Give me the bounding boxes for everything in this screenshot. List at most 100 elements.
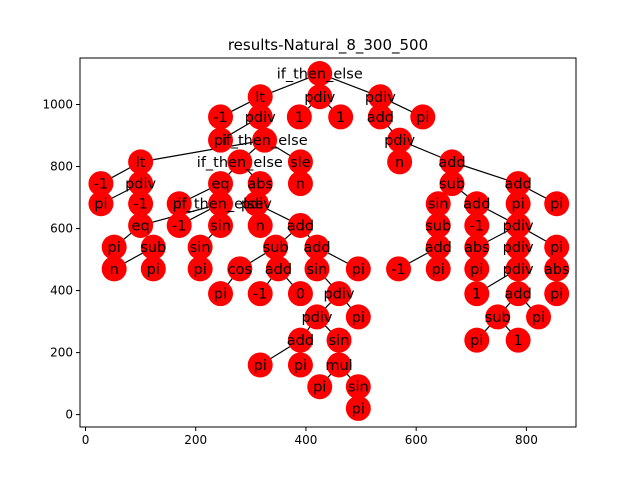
node-label-51: n: [110, 262, 119, 278]
node-65: [287, 281, 313, 307]
node-69: [544, 281, 570, 307]
node-32: [505, 191, 531, 217]
node-30: [425, 191, 451, 217]
node-67: [464, 281, 490, 307]
node-label-55: add: [265, 262, 292, 278]
node-label-64: -1: [253, 287, 267, 303]
node-layer: [88, 61, 570, 421]
node-label-70: pdiv: [301, 310, 332, 326]
x-tick-label-0: 0: [82, 433, 90, 447]
node-37: [247, 212, 273, 238]
node-75: [326, 327, 352, 353]
node-11: [252, 127, 278, 153]
node-25: [88, 191, 114, 217]
node-64: [247, 281, 273, 307]
node-label-53: pi: [194, 262, 207, 278]
node-72: [485, 304, 511, 330]
node-14: [227, 149, 253, 175]
y-tick-label-200: 200: [50, 346, 73, 360]
node-label-45: sub: [263, 240, 289, 256]
node-label-29: pdiv: [241, 197, 272, 213]
node-66: [326, 281, 352, 307]
node-41: [505, 212, 531, 238]
node-label-1: lt: [255, 90, 265, 106]
node-79: [287, 352, 313, 378]
x-tick-label-400: 400: [295, 433, 318, 447]
node-47: [425, 234, 451, 260]
y-tick-label-400: 400: [50, 284, 73, 298]
node-15: [287, 149, 313, 175]
node-label-56: sin: [307, 262, 328, 278]
node-label-71: pi: [352, 310, 365, 326]
node-label-65: 0: [296, 287, 305, 303]
node-22: [287, 171, 313, 197]
x-tick-label-200: 200: [184, 433, 207, 447]
node-label-47: add: [425, 240, 452, 256]
node-label-54: cos: [228, 262, 252, 278]
node-62: [544, 256, 570, 282]
node-label-7: 1: [336, 110, 345, 126]
node-label-35: -1: [172, 218, 186, 234]
node-19: [128, 171, 154, 197]
node-label-77: 1: [514, 333, 523, 349]
node-label-46: add: [303, 240, 330, 256]
node-10: [208, 127, 234, 153]
node-label-42: pi: [108, 240, 121, 256]
node-8: [367, 104, 393, 130]
node-70: [304, 304, 330, 330]
node-1: [247, 84, 273, 110]
node-51: [101, 256, 127, 282]
node-44: [187, 234, 213, 260]
node-73: [526, 304, 552, 330]
node-61: [505, 256, 531, 282]
node-17: [439, 149, 465, 175]
node-label-27: pi: [173, 197, 186, 213]
node-label-17: add: [438, 155, 465, 171]
node-43: [140, 234, 166, 260]
node-label-3: pdiv: [365, 90, 396, 106]
node-label-43: sub: [140, 240, 166, 256]
node-label-9: pi: [416, 110, 429, 126]
edge-11-13: [140, 139, 265, 163]
node-label-25: pi: [94, 197, 107, 213]
node-label-50: pi: [550, 240, 563, 256]
node-label-68: add: [504, 287, 531, 303]
plot-title: results-Natural_8_300_500: [228, 36, 428, 55]
node-label-5: pdiv: [245, 110, 276, 126]
node-33: [544, 191, 570, 217]
node-label-79: pi: [294, 358, 307, 374]
node-46: [304, 234, 330, 260]
node-76: [464, 327, 490, 353]
y-tick-label-0: 0: [65, 408, 73, 422]
node-57: [345, 256, 371, 282]
node-label-74: add: [287, 333, 314, 349]
x-tick-label-800: 800: [515, 433, 538, 447]
node-74: [287, 327, 313, 353]
node-label-81: pi: [313, 380, 326, 396]
y-tick-label-800: 800: [50, 160, 73, 174]
node-20: [208, 171, 234, 197]
node-label-23: sub: [439, 177, 465, 193]
node-58: [386, 256, 412, 282]
node-49: [505, 234, 531, 260]
node-label-37: n: [256, 218, 265, 234]
node-9: [410, 104, 436, 130]
node-82: [345, 374, 371, 400]
node-83: [345, 395, 371, 421]
node-label-4: -1: [213, 110, 227, 126]
node-label-11: if_then_else: [222, 133, 308, 149]
node-12: [387, 127, 413, 153]
node-36: [208, 212, 234, 238]
node-label-60: pi: [470, 262, 483, 278]
node-4: [208, 104, 234, 130]
node-label-22: n: [296, 177, 305, 193]
node-label-59: pi: [432, 262, 445, 278]
node-52: [140, 256, 166, 282]
node-label-83: pi: [352, 401, 365, 417]
node-label-10: pi: [214, 133, 227, 149]
node-label-32: pi: [512, 197, 525, 213]
node-label-69: pi: [550, 287, 563, 303]
node-label-67: 1: [472, 287, 481, 303]
node-label-36: sin: [210, 218, 231, 234]
node-40: [464, 212, 490, 238]
